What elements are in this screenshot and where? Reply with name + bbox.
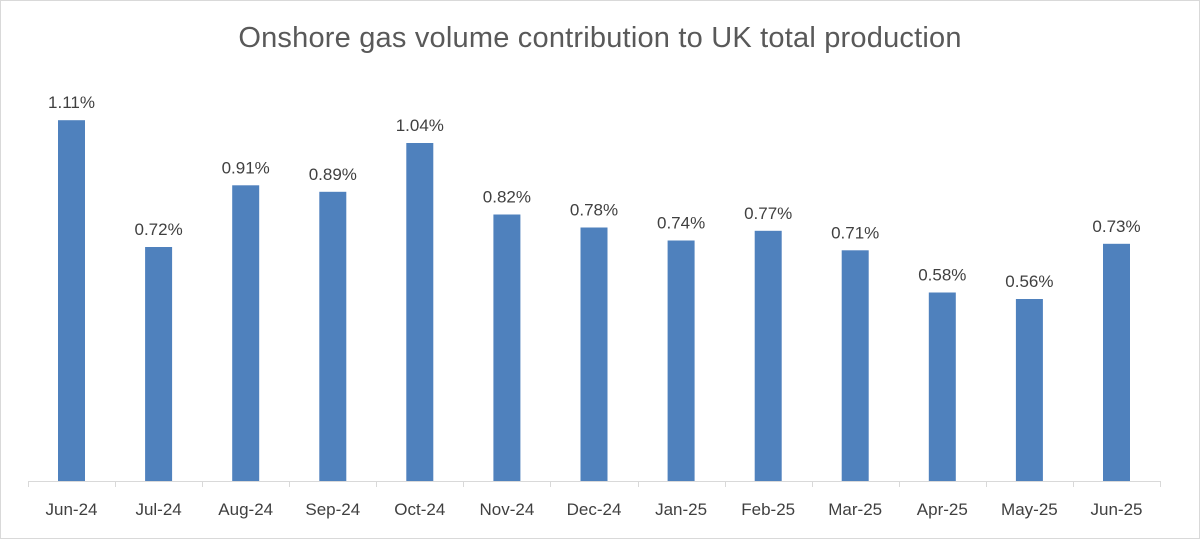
data-label: 0.73%	[1092, 217, 1140, 236]
bar-jul-24	[145, 247, 173, 481]
data-label: 0.78%	[570, 201, 618, 220]
bars-layer	[58, 120, 1130, 482]
x-tick-label: Sep-24	[305, 500, 360, 519]
bar-nov-24	[493, 214, 521, 481]
bar-dec-24	[580, 227, 608, 481]
bar-aug-24	[232, 185, 260, 482]
data-label: 0.74%	[657, 214, 705, 233]
bar-mar-25	[841, 250, 869, 482]
data-label: 0.72%	[134, 220, 182, 239]
x-tick-label: May-25	[1001, 500, 1058, 519]
data-label: 0.56%	[1005, 272, 1053, 291]
data-label: 1.04%	[396, 116, 444, 135]
data-label: 0.89%	[309, 165, 357, 184]
data-label: 0.82%	[483, 188, 531, 207]
bar-jun-25	[1103, 243, 1130, 482]
x-tick-label: Jun-25	[1091, 500, 1143, 519]
bar-may-25	[1015, 299, 1043, 481]
x-tick-label: Feb-25	[741, 500, 795, 519]
x-tick-label: Jan-25	[655, 500, 707, 519]
data-labels-layer: 1.11% 0.72% 0.91% 0.89% 1.04% 0.82% 0.78% 0.74%…	[48, 93, 1141, 291]
bar-apr-25	[928, 292, 956, 481]
data-label: 0.71%	[831, 223, 879, 242]
x-tick-labels-layer: Jun-24 Jul-24 Aug-24 Sep-24 Oct-24 Nov-24 Dec-…	[46, 500, 1143, 519]
bar-oct-24	[406, 143, 434, 481]
data-label: 0.77%	[744, 204, 792, 223]
bar-jan-25	[667, 240, 695, 481]
data-label: 1.11%	[48, 93, 95, 112]
data-label: 0.58%	[918, 266, 966, 285]
x-tick-label: Dec-24	[567, 500, 622, 519]
tick-marks-layer	[28, 481, 1161, 487]
chart-title: Onshore gas volume contribution to UK to…	[238, 22, 962, 54]
x-tick-label: Aug-24	[218, 500, 273, 519]
bar-jun-24	[58, 120, 85, 481]
x-tick-label: Jul-24	[135, 500, 181, 519]
x-tick-label: Mar-25	[828, 500, 882, 519]
data-label: 0.91%	[222, 158, 270, 177]
x-tick-label: Apr-25	[917, 500, 968, 519]
x-tick-label: Nov-24	[479, 500, 534, 519]
x-tick-label: Oct-24	[394, 500, 445, 519]
bar-sep-24	[319, 191, 347, 482]
bar-feb-25	[754, 230, 782, 482]
x-tick-label: Jun-24	[46, 500, 98, 519]
